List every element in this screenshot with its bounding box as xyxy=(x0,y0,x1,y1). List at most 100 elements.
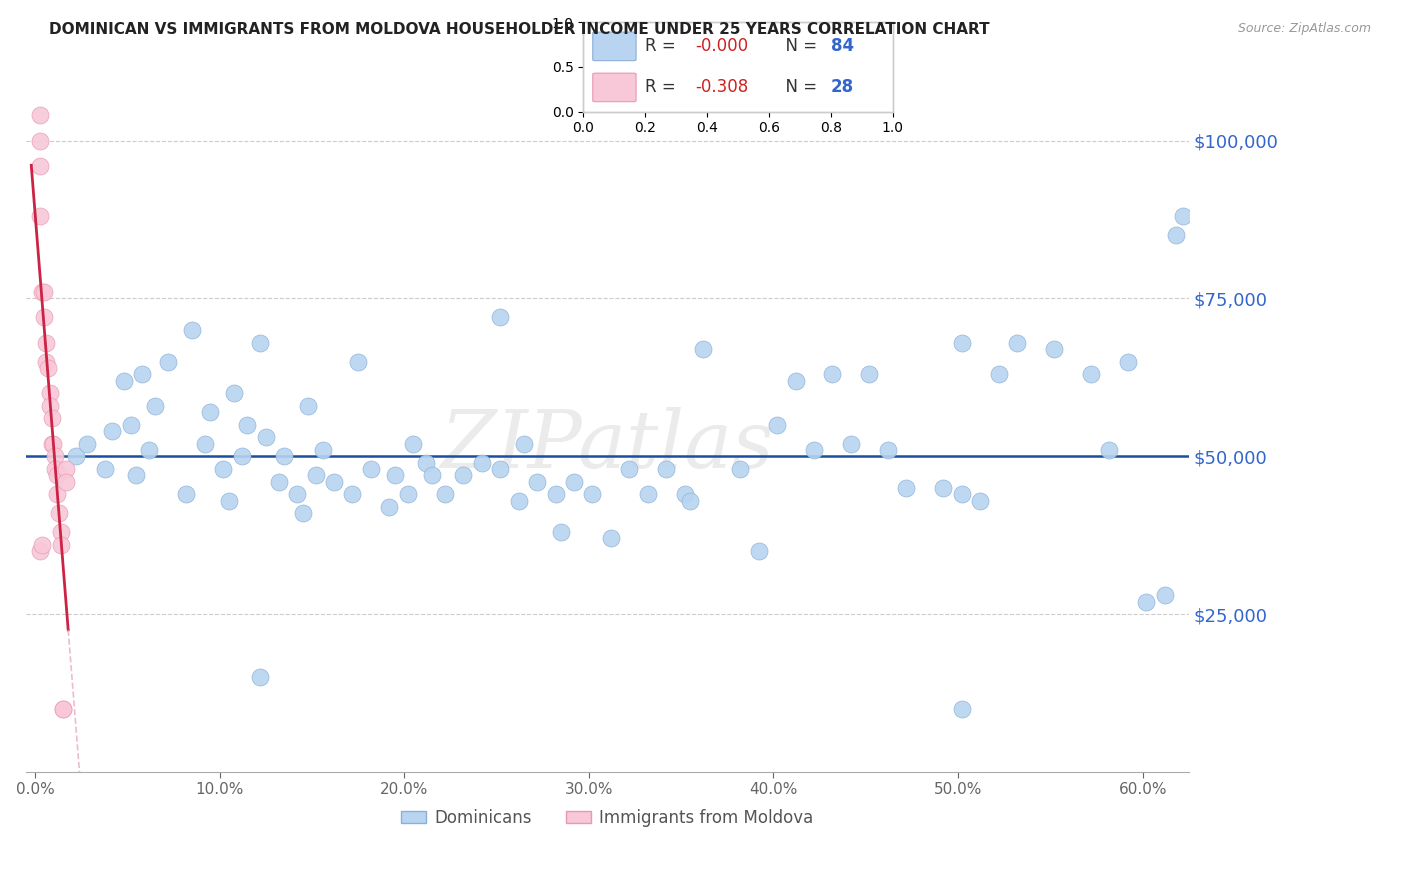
Immigrants from Moldova xyxy=(49,538,72,552)
Dominicans xyxy=(396,487,419,501)
Text: R =: R = xyxy=(645,37,682,55)
Dominicans xyxy=(544,487,567,501)
Dominicans xyxy=(1098,442,1121,457)
Immigrants from Moldova xyxy=(35,354,58,368)
Dominicans xyxy=(637,487,659,501)
Immigrants from Moldova xyxy=(41,411,63,425)
Dominicans xyxy=(402,436,425,450)
Immigrants from Moldova xyxy=(30,210,52,224)
Dominicans xyxy=(839,436,862,450)
Dominicans xyxy=(950,335,973,350)
Dominicans xyxy=(692,342,714,356)
Dominicans xyxy=(1005,335,1028,350)
Dominicans xyxy=(291,506,314,520)
Dominicans xyxy=(950,487,973,501)
Dominicans xyxy=(342,487,364,501)
Immigrants from Moldova xyxy=(31,285,53,300)
Dominicans xyxy=(785,374,807,388)
Dominicans xyxy=(384,468,406,483)
Immigrants from Moldova xyxy=(48,506,70,520)
Dominicans xyxy=(513,436,536,450)
FancyBboxPatch shape xyxy=(593,32,636,61)
Immigrants from Moldova xyxy=(41,436,63,450)
Immigrants from Moldova xyxy=(55,475,77,489)
Dominicans xyxy=(1116,354,1139,368)
Dominicans xyxy=(378,500,401,514)
Text: ZIPatlas: ZIPatlas xyxy=(440,407,775,484)
Immigrants from Moldova xyxy=(30,108,52,122)
Dominicans xyxy=(451,468,474,483)
Dominicans xyxy=(987,368,1010,382)
Immigrants from Moldova xyxy=(38,386,60,401)
Immigrants from Moldova xyxy=(30,544,52,558)
Dominicans xyxy=(508,493,530,508)
Dominicans xyxy=(1153,588,1175,602)
Dominicans xyxy=(550,525,572,540)
Dominicans xyxy=(360,462,382,476)
Dominicans xyxy=(600,532,623,546)
Text: -0.308: -0.308 xyxy=(695,78,748,96)
Dominicans xyxy=(619,462,641,476)
Dominicans xyxy=(489,310,512,325)
Dominicans xyxy=(236,417,259,432)
Dominicans xyxy=(679,493,702,508)
Dominicans xyxy=(180,323,202,337)
Dominicans xyxy=(156,354,179,368)
Dominicans xyxy=(433,487,456,501)
Dominicans xyxy=(304,468,326,483)
Dominicans xyxy=(489,462,512,476)
Dominicans xyxy=(876,442,898,457)
Dominicans xyxy=(254,430,277,444)
Dominicans xyxy=(1135,594,1157,608)
FancyBboxPatch shape xyxy=(593,73,636,102)
Dominicans xyxy=(728,462,751,476)
Dominicans xyxy=(471,456,494,470)
Dominicans xyxy=(766,417,789,432)
Immigrants from Moldova xyxy=(49,525,72,540)
Dominicans xyxy=(932,481,955,495)
Dominicans xyxy=(969,493,991,508)
Immigrants from Moldova xyxy=(30,159,52,173)
Dominicans xyxy=(224,386,246,401)
Dominicans xyxy=(896,481,918,495)
Dominicans xyxy=(249,670,271,684)
Dominicans xyxy=(94,462,117,476)
Dominicans xyxy=(655,462,678,476)
Text: DOMINICAN VS IMMIGRANTS FROM MOLDOVA HOUSEHOLDER INCOME UNDER 25 YEARS CORRELATI: DOMINICAN VS IMMIGRANTS FROM MOLDOVA HOU… xyxy=(49,22,990,37)
Dominicans xyxy=(748,544,770,558)
Dominicans xyxy=(143,399,166,413)
Dominicans xyxy=(950,702,973,716)
Immigrants from Moldova xyxy=(52,702,75,716)
Immigrants from Moldova xyxy=(38,399,60,413)
Dominicans xyxy=(176,487,198,501)
Dominicans xyxy=(125,468,148,483)
Dominicans xyxy=(347,354,370,368)
Immigrants from Moldova xyxy=(55,462,77,476)
Text: 28: 28 xyxy=(831,78,853,96)
Dominicans xyxy=(821,368,844,382)
Text: 84: 84 xyxy=(831,37,853,55)
Dominicans xyxy=(138,442,160,457)
Dominicans xyxy=(76,436,98,450)
Text: R =: R = xyxy=(645,78,682,96)
Dominicans xyxy=(1080,368,1102,382)
Dominicans xyxy=(1164,228,1187,243)
Dominicans xyxy=(273,450,295,464)
Text: Source: ZipAtlas.com: Source: ZipAtlas.com xyxy=(1237,22,1371,36)
Dominicans xyxy=(1173,210,1195,224)
Immigrants from Moldova xyxy=(46,468,69,483)
Dominicans xyxy=(200,405,222,419)
Immigrants from Moldova xyxy=(30,134,52,148)
Immigrants from Moldova xyxy=(37,360,59,375)
Dominicans xyxy=(131,368,153,382)
Dominicans xyxy=(858,368,880,382)
Immigrants from Moldova xyxy=(42,436,65,450)
Dominicans xyxy=(415,456,437,470)
Dominicans xyxy=(312,442,335,457)
Dominicans xyxy=(112,374,135,388)
Dominicans xyxy=(1043,342,1066,356)
Dominicans xyxy=(581,487,603,501)
Immigrants from Moldova xyxy=(44,462,66,476)
Dominicans xyxy=(65,450,87,464)
Immigrants from Moldova xyxy=(32,310,55,325)
